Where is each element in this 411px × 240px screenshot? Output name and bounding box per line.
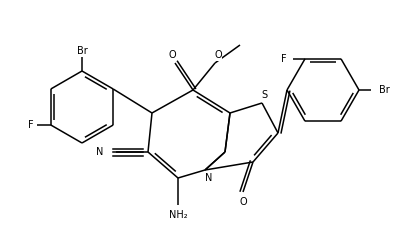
- Text: O: O: [214, 50, 222, 60]
- Text: Br: Br: [76, 46, 88, 56]
- Text: O: O: [239, 197, 247, 207]
- Text: NH₂: NH₂: [169, 210, 187, 220]
- Text: F: F: [28, 120, 34, 130]
- Text: F: F: [282, 54, 287, 64]
- Text: Br: Br: [379, 85, 390, 95]
- Text: S: S: [261, 90, 267, 100]
- Text: N: N: [206, 173, 212, 183]
- Text: O: O: [168, 50, 176, 60]
- Text: N: N: [96, 147, 104, 157]
